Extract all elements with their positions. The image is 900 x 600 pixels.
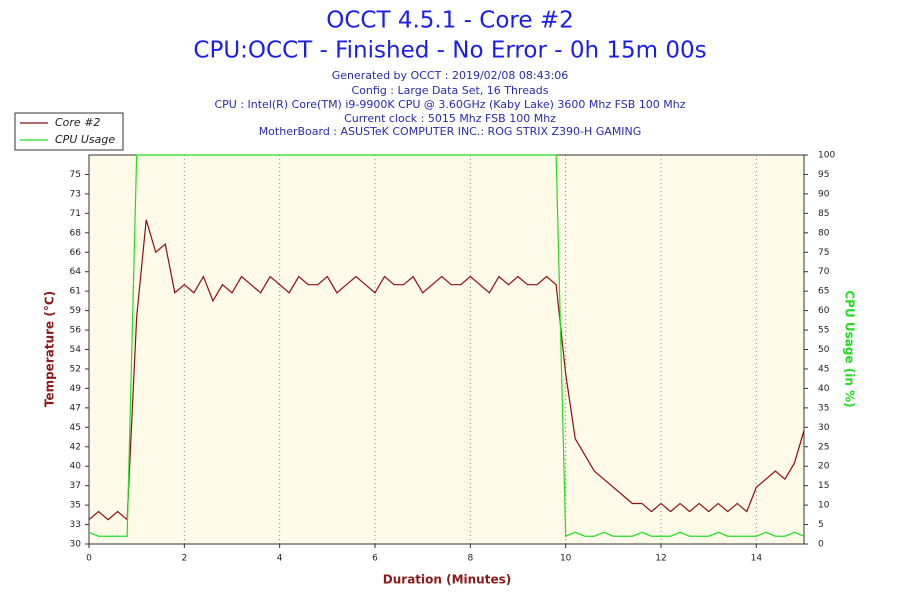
chart-title: OCCT 4.5.1 - Core #2 <box>326 8 573 34</box>
x-tick-label: 0 <box>86 554 92 564</box>
y-tick-label: 45 <box>70 423 81 433</box>
legend-label: Core #2 <box>55 116 100 129</box>
y-tick-label: 49 <box>70 384 82 394</box>
info-line: Config : Large Data Set, 16 Threads <box>352 84 549 97</box>
y-tick-label: 35 <box>70 501 81 511</box>
x-tick-label: 4 <box>277 554 283 564</box>
y-tick-label: 33 <box>70 520 81 530</box>
y2-axis-label: CPU Usage (in %) <box>843 290 857 407</box>
y2-tick-label: 30 <box>818 423 830 433</box>
plot-area <box>89 155 804 544</box>
y2-tick-label: 100 <box>818 151 835 161</box>
y-tick-label: 30 <box>70 540 82 550</box>
y-tick-label: 66 <box>70 248 82 258</box>
x-tick-label: 8 <box>467 554 473 564</box>
info-line: Current clock : 5015 Mhz FSB 100 Mhz <box>344 112 556 125</box>
y-tick-label: 52 <box>70 364 81 374</box>
y-tick-label: 37 <box>70 481 81 491</box>
info-line: MotherBoard : ASUSTeK COMPUTER INC.: ROG… <box>259 125 642 138</box>
y2-tick-label: 90 <box>818 189 830 199</box>
y2-tick-label: 5 <box>818 520 824 530</box>
y2-tick-label: 45 <box>818 364 829 374</box>
y2-tick-label: 95 <box>818 170 829 180</box>
chart-subtitle: CPU:OCCT - Finished - No Error - 0h 15m … <box>193 38 706 64</box>
y-tick-label: 73 <box>70 189 81 199</box>
y2-tick-label: 20 <box>818 462 830 472</box>
x-tick-label: 10 <box>560 554 572 564</box>
info-line: Generated by OCCT : 2019/02/08 08:43:06 <box>332 69 569 82</box>
y2-tick-label: 10 <box>818 501 830 511</box>
y-tick-label: 47 <box>70 403 81 413</box>
y-tick-label: 68 <box>70 228 82 238</box>
y-tick-label: 61 <box>70 287 81 297</box>
y-tick-label: 71 <box>70 209 81 219</box>
series-line <box>88 154 805 538</box>
series-line <box>88 219 805 521</box>
y-tick-label: 59 <box>70 306 82 316</box>
x-tick-label: 6 <box>372 554 378 564</box>
y2-tick-label: 65 <box>818 287 829 297</box>
y2-tick-label: 75 <box>818 248 829 258</box>
y-axis-label: Temperature (°C) <box>43 291 57 407</box>
y2-tick-label: 35 <box>818 403 829 413</box>
x-axis-label: Duration (Minutes) <box>383 573 511 587</box>
y-tick-label: 42 <box>70 442 81 452</box>
y-tick-label: 40 <box>70 462 82 472</box>
y-tick-label: 75 <box>70 170 81 180</box>
y2-tick-label: 40 <box>818 384 830 394</box>
x-tick-label: 12 <box>655 554 666 564</box>
y2-tick-label: 50 <box>818 345 830 355</box>
y2-tick-label: 0 <box>818 540 824 550</box>
y2-tick-label: 15 <box>818 481 829 491</box>
y-tick-label: 56 <box>70 326 82 336</box>
y2-tick-label: 55 <box>818 326 829 336</box>
y2-tick-label: 85 <box>818 209 829 219</box>
y-tick-label: 54 <box>70 345 82 355</box>
x-tick-label: 2 <box>181 554 187 564</box>
y2-tick-label: 60 <box>818 306 830 316</box>
y2-tick-label: 70 <box>818 267 830 277</box>
legend-box <box>14 112 124 151</box>
y2-tick-label: 80 <box>818 228 830 238</box>
y2-tick-label: 25 <box>818 442 829 452</box>
legend-label: CPU Usage <box>55 133 115 146</box>
info-line: CPU : Intel(R) Core(TM) i9-9900K CPU @ 3… <box>214 98 685 111</box>
y-tick-label: 64 <box>70 267 82 277</box>
x-tick-label: 14 <box>751 554 763 564</box>
